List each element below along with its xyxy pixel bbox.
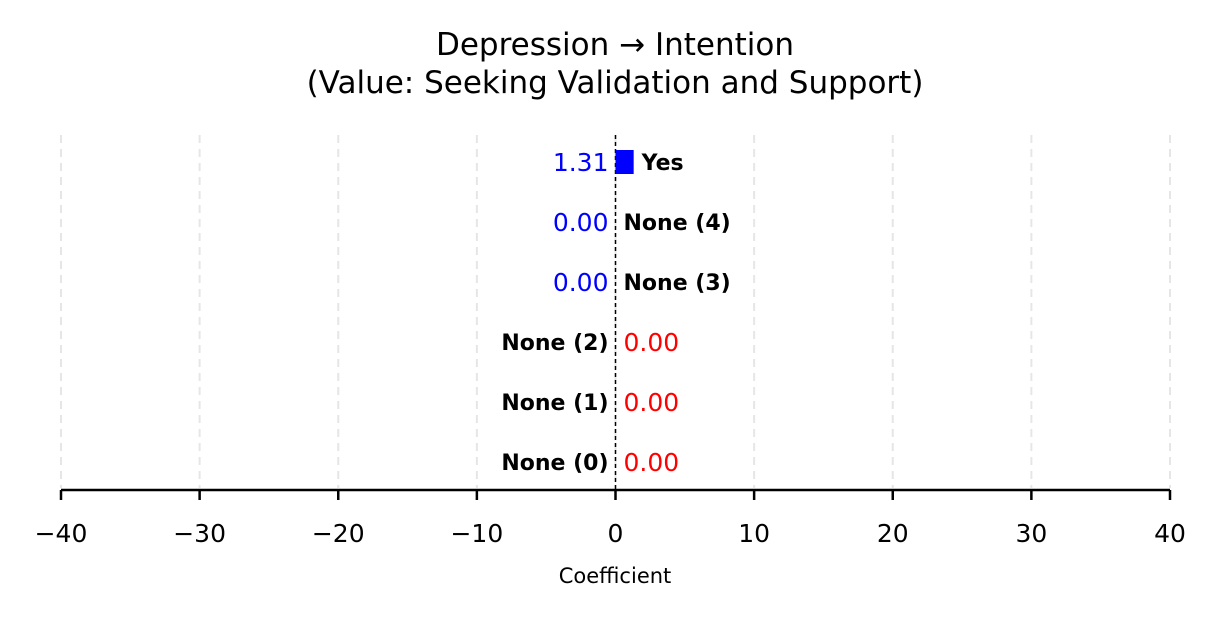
chart-subtitle: (Value: Seeking Validation and Support) [307, 65, 924, 101]
category-label: None (4) [624, 211, 731, 236]
value-label: 0.00 [553, 268, 609, 297]
category-label: None (0) [501, 451, 608, 476]
category-label: None (2) [501, 331, 608, 356]
x-tick-label: 20 [877, 519, 909, 548]
x-tick-label: 10 [738, 519, 770, 548]
x-axis-label: Coefficient [559, 564, 672, 588]
value-label: 0.00 [553, 208, 609, 237]
x-tick-label: 40 [1154, 519, 1186, 548]
bar [615, 150, 634, 174]
category-label: None (3) [624, 271, 731, 296]
chart-title: Depression → Intention [436, 27, 794, 63]
bars [615, 150, 634, 174]
x-tick-label: 0 [608, 519, 624, 548]
value-label: 0.00 [624, 328, 680, 357]
x-tick-label: −30 [173, 519, 226, 548]
value-label: 0.00 [624, 448, 680, 477]
labels: 1.31 Yes 0.00 None (4) 0.00 None (3) 0.00 None … [501, 148, 730, 477]
value-label: 0.00 [624, 388, 680, 417]
x-tick-label: −20 [312, 519, 365, 548]
x-axis: −40 −30 −20 −10 0 10 20 30 40 [35, 488, 1186, 548]
x-tick-label: 30 [1015, 519, 1047, 548]
category-label: Yes [641, 151, 684, 176]
x-tick-label: −10 [450, 519, 503, 548]
value-label: 1.31 [553, 148, 609, 177]
x-tick-label: −40 [35, 519, 88, 548]
category-label: None (1) [501, 391, 608, 416]
